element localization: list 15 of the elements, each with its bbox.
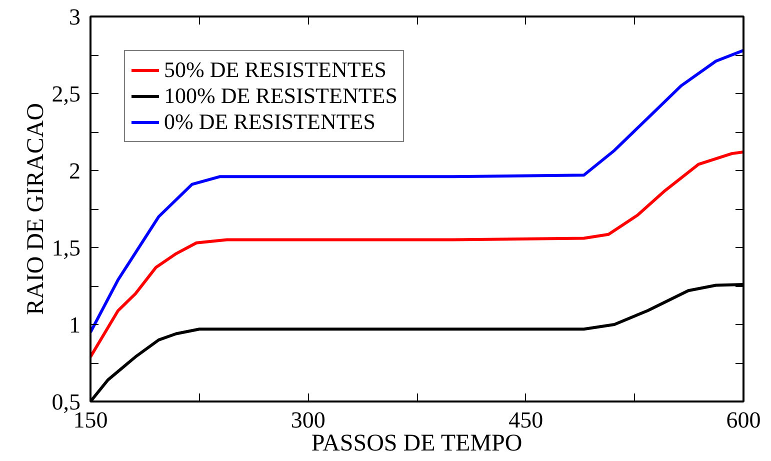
legend-label: 0% DE RESISTENTES <box>164 109 376 135</box>
y-tick-label: 2,5 <box>52 82 80 106</box>
x-axis-title: PASSOS DE TEMPO <box>311 430 522 456</box>
y-tick-label: 3 <box>69 4 80 30</box>
y-tick-label: 1 <box>69 312 80 338</box>
y-tick-label: 2 <box>69 158 80 184</box>
legend-label: 100% DE RESISTENTES <box>164 83 398 109</box>
line-series <box>90 150 744 358</box>
x-tick-label: 600 <box>726 408 761 432</box>
legend-label: 50% DE RESISTENTES <box>164 57 386 83</box>
line-series <box>90 48 744 334</box>
x-tick-label: 300 <box>290 408 326 432</box>
y-tick-label: 1,5 <box>52 236 80 260</box>
y-axis-title: RAIO DE GIRACAO <box>22 102 49 315</box>
x-tick-label: 450 <box>508 408 544 432</box>
